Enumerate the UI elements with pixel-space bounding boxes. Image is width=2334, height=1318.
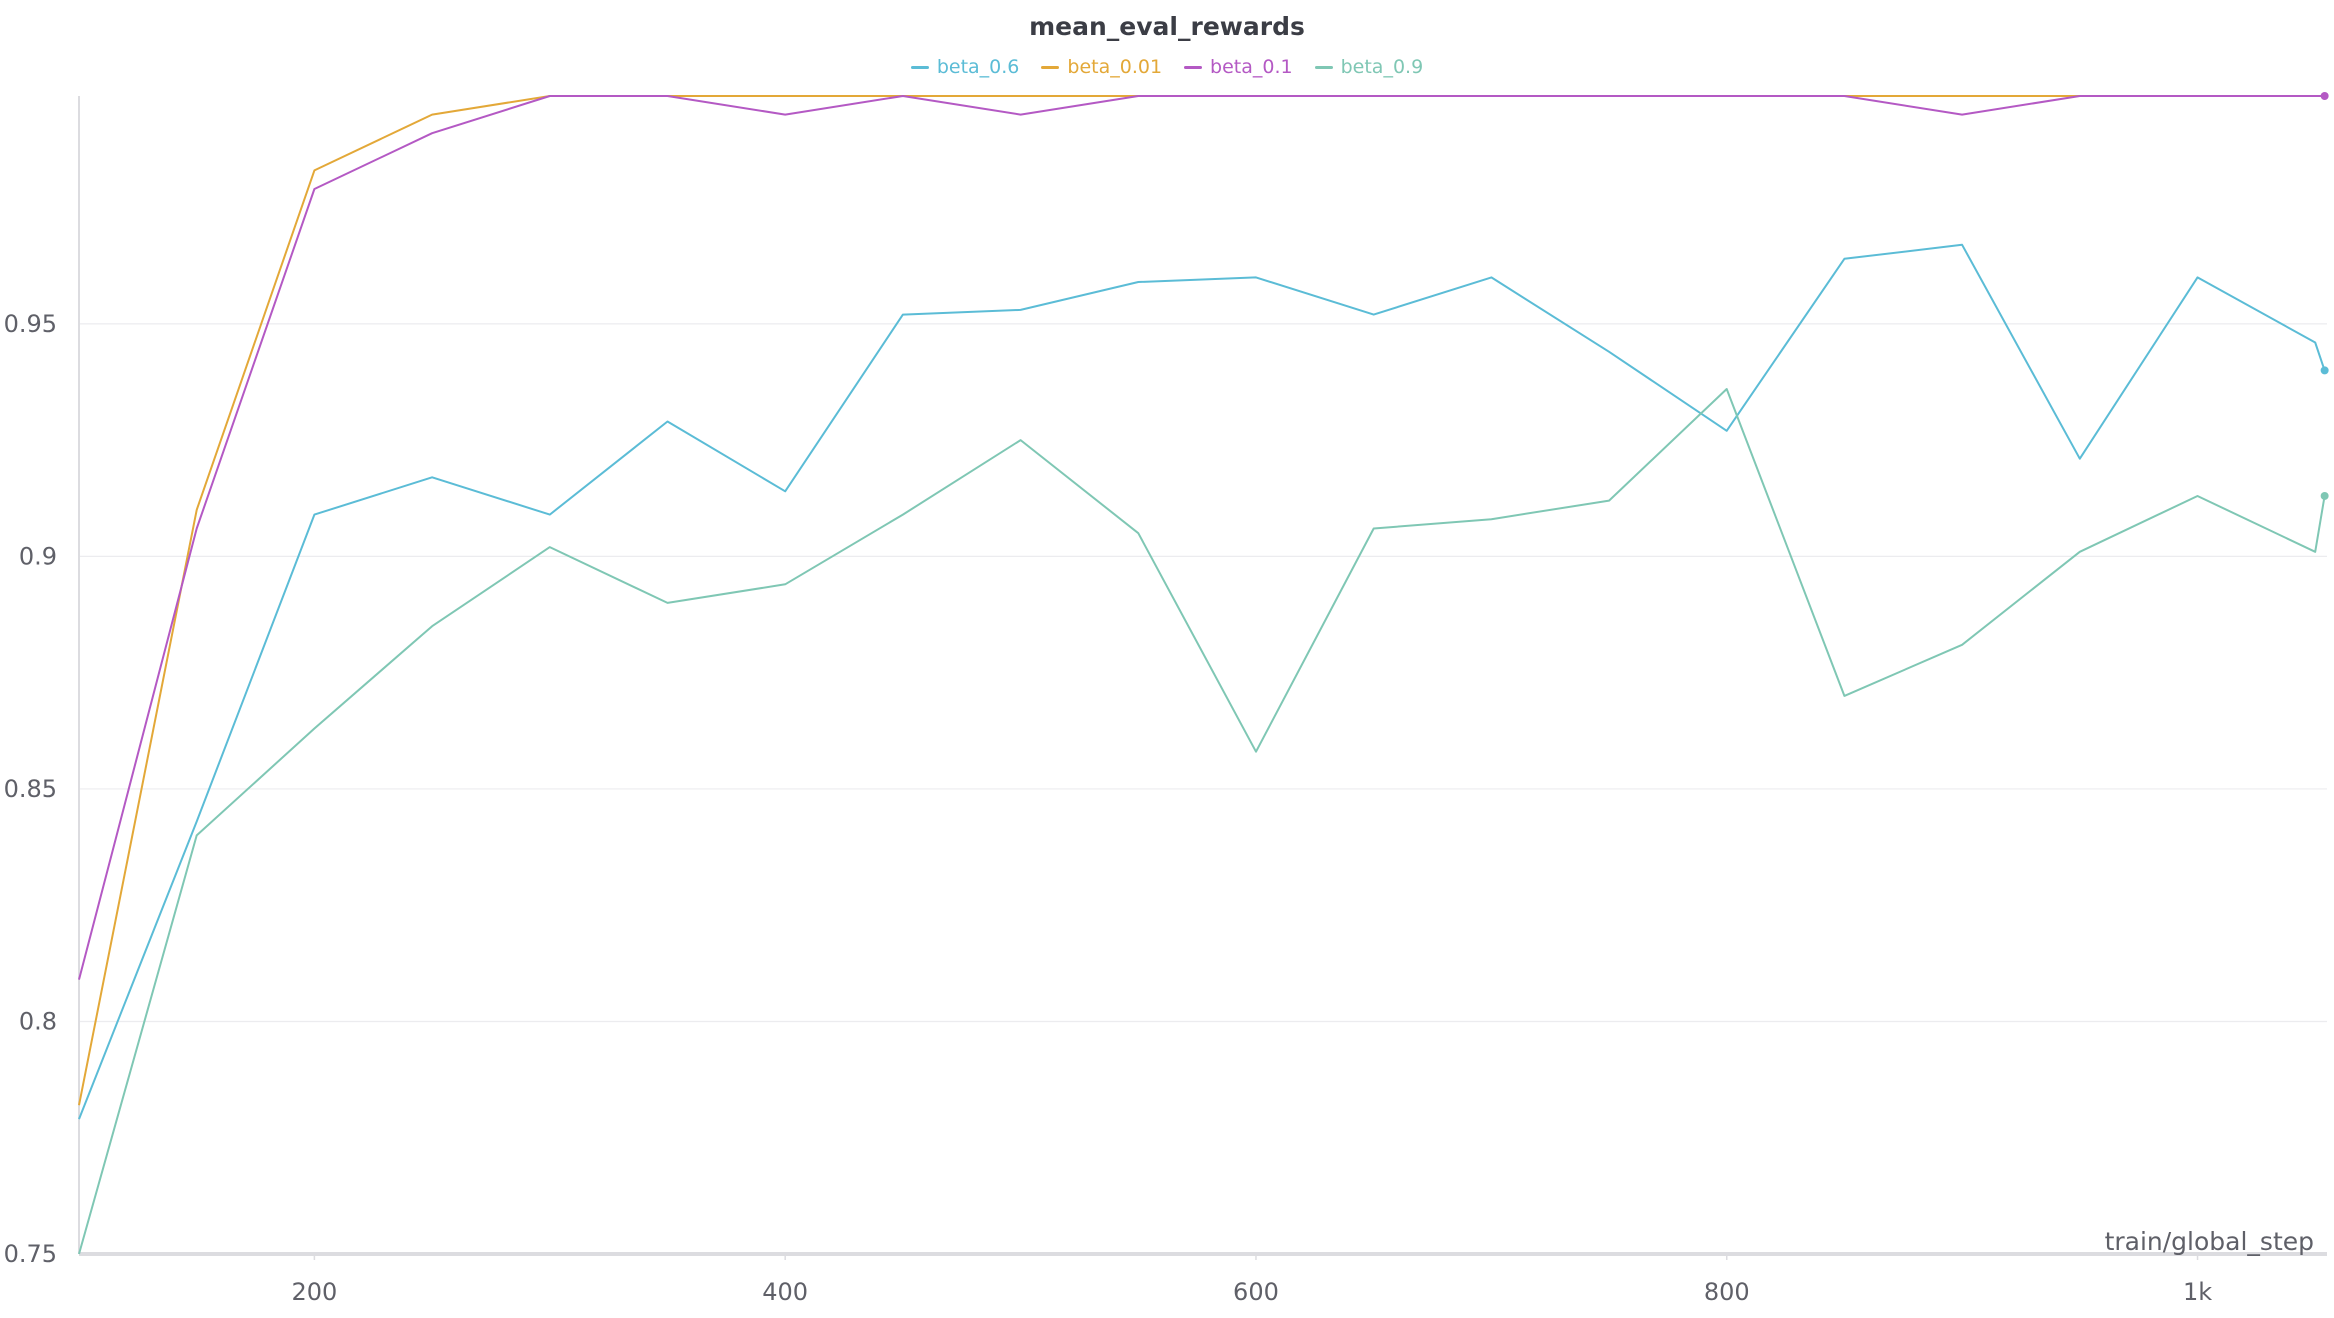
- legend-label: beta_0.01: [1067, 56, 1163, 78]
- y-tick-label: 0.85: [4, 775, 57, 803]
- legend-label: beta_0.1: [1210, 56, 1293, 78]
- x-tick-label: 400: [762, 1278, 808, 1306]
- legend-item-beta-0-01[interactable]: beta_0.01: [1041, 56, 1162, 78]
- axis-layer: 0.75 0.8 0.85 0.9 0.95 200 400 600 800 1k: [4, 96, 2327, 1306]
- legend-swatch: [1041, 65, 1060, 69]
- legend-item-beta-0-9[interactable]: beta_0.9: [1314, 56, 1424, 78]
- series-end-point: [2320, 92, 2329, 100]
- y-tick-label: 0.9: [19, 542, 57, 570]
- legend-label: beta_0.6: [936, 56, 1020, 78]
- legend: beta_0.6 beta_0.01 beta_0.1 beta_0.9: [0, 56, 2334, 78]
- marker-layer: [2320, 92, 2329, 500]
- x-tick-label: 600: [1233, 1278, 1279, 1306]
- legend-swatch: [1184, 65, 1203, 69]
- chart-title: mean_eval_rewards: [1029, 12, 1305, 41]
- series-layer: [78, 95, 2326, 1255]
- legend-swatch: [910, 65, 929, 69]
- x-tick-label: 1k: [2183, 1278, 2212, 1306]
- x-axis-title: train/global_step: [2105, 1227, 2314, 1256]
- grid-layer: [79, 323, 2327, 1023]
- series-end-point: [2320, 491, 2329, 500]
- series-line-beta-0-1: [78, 95, 2325, 980]
- legend-swatch: [1314, 65, 1333, 69]
- series-end-point: [2320, 366, 2329, 375]
- y-tick-label: 0.8: [19, 1007, 57, 1035]
- y-tick-label: 0.75: [4, 1240, 57, 1268]
- legend-item-beta-0-1[interactable]: beta_0.1: [1184, 56, 1293, 78]
- series-line-beta-0-9: [78, 388, 2326, 1255]
- legend-item-beta-0-6[interactable]: beta_0.6: [910, 56, 1020, 78]
- x-tick-label: 200: [291, 1278, 337, 1306]
- series-line-beta-0-01: [78, 95, 2316, 1106]
- legend-label: beta_0.9: [1340, 56, 1424, 78]
- y-tick-label: 0.95: [4, 310, 57, 338]
- x-tick-label: 800: [1704, 1278, 1750, 1306]
- series-line-beta-0-6: [78, 243, 2326, 1120]
